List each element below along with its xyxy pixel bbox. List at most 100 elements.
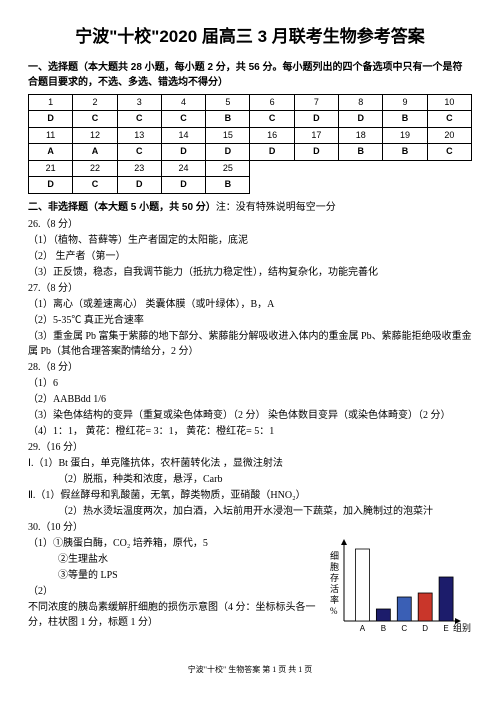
cell: D	[161, 144, 205, 161]
cell: B	[339, 144, 383, 161]
cell: 22	[73, 160, 117, 177]
cell: D	[29, 111, 73, 128]
cell: 15	[206, 127, 250, 144]
cell: C	[117, 144, 161, 161]
cell: 17	[294, 127, 338, 144]
section2-heading: 二、非选择题（本大题 5 小题，共 50 分）注：没有特殊说明每空一分	[28, 200, 472, 215]
cell: 5	[206, 94, 250, 111]
table-row: AACDDDDBBC	[29, 144, 472, 161]
cell	[383, 160, 427, 177]
q28-3: （3）染色体结构的变异（重复或染色体畸变）（2 分） 染色体数目变异（或染色体畸…	[28, 408, 472, 423]
cell: B	[206, 111, 250, 128]
cell: 16	[250, 127, 294, 144]
cell	[383, 177, 427, 194]
table-row: 12345678910	[29, 94, 472, 111]
q26-1: （1）（植物、苔藓等）生产者固定的太阳能，底泥	[28, 233, 472, 248]
cell: B	[383, 144, 427, 161]
cell: 12	[73, 127, 117, 144]
svg-text:A: A	[360, 624, 366, 633]
table-row: 11121314151617181920	[29, 127, 472, 144]
cell: 20	[427, 127, 471, 144]
svg-text:D: D	[422, 624, 428, 633]
cell: 13	[117, 127, 161, 144]
svg-text:活: 活	[330, 583, 339, 594]
q27-2: （2）5-35℃ 真正光合速率	[28, 313, 472, 328]
answer-table: 12345678910 DCCCBCDDBC 11121314151617181…	[28, 94, 472, 194]
cell: B	[383, 111, 427, 128]
q28-4: （4）1：1， 黄花：橙红花= 3：1， 黄花：橙红花= 5：1	[28, 424, 472, 439]
cell: 10	[427, 94, 471, 111]
cell: A	[73, 144, 117, 161]
svg-text:存: 存	[330, 572, 339, 583]
svg-text:组别: 组别	[453, 622, 471, 633]
cell: 24	[161, 160, 205, 177]
cell	[250, 160, 294, 177]
cell: D	[206, 144, 250, 161]
cell	[250, 177, 294, 194]
cell: 19	[383, 127, 427, 144]
cell: 8	[339, 94, 383, 111]
table-row: DCDDB	[29, 177, 472, 194]
cell: D	[294, 111, 338, 128]
cell: 18	[339, 127, 383, 144]
table-row: 2122232425	[29, 160, 472, 177]
cell: 4	[161, 94, 205, 111]
cell	[339, 177, 383, 194]
q26-3: （3）正反馈，稳态，自我调节能力（抵抗力稳定性），结构复杂化，功能完善化	[28, 265, 472, 280]
q26-2: （2） 生产者（第一）	[28, 249, 472, 264]
q27-3: （3）重金属 Pb 富集于紫藤的地下部分、紫藤能分解吸收进入体内的重金属 Pb、…	[28, 329, 472, 359]
svg-text:C: C	[401, 624, 407, 633]
q28-2: （2）AABBdd 1/6	[28, 392, 472, 407]
cell: C	[73, 177, 117, 194]
cell: 11	[29, 127, 73, 144]
q28-head: 28.（8 分）	[28, 360, 472, 375]
cell: C	[250, 111, 294, 128]
cell	[427, 177, 471, 194]
cell	[339, 160, 383, 177]
svg-text:细: 细	[330, 550, 339, 561]
cell: 9	[383, 94, 427, 111]
cell: 1	[29, 94, 73, 111]
q27-head: 27.（8 分）	[28, 281, 472, 296]
q29-ii-2: （2）热水烫坛温度两次，加白酒，入坛前用开水浸泡一下蔬菜，加入腌制过的泡菜汁	[58, 504, 472, 519]
page-title: 宁波"十校"2020 届高三 3 月联考生物参考答案	[28, 24, 472, 50]
cell: D	[117, 177, 161, 194]
q30-head: 30.（10 分）	[28, 520, 472, 535]
cell: C	[73, 111, 117, 128]
cell: D	[250, 144, 294, 161]
cell: A	[29, 144, 73, 161]
cell: 21	[29, 160, 73, 177]
cell: 6	[250, 94, 294, 111]
cell: D	[294, 144, 338, 161]
cell: 7	[294, 94, 338, 111]
table-row: DCCCBCDDBC	[29, 111, 472, 128]
cell: D	[29, 177, 73, 194]
q29-i-2: （2）脱瓶，种类和浓度，悬浮，Carb	[58, 472, 472, 487]
cell: D	[339, 111, 383, 128]
cell: 23	[117, 160, 161, 177]
page-footer: 宁波"十校" 生物答案 第 1 页 共 1 页	[28, 664, 472, 676]
cell	[427, 160, 471, 177]
cell: 3	[117, 94, 161, 111]
cell	[294, 177, 338, 194]
cell: C	[427, 111, 471, 128]
svg-text:率: 率	[330, 594, 339, 605]
q29-i-1: Ⅰ.（1）Bt 蛋白，单克隆抗体，农杆菌转化法 ，显微注射法	[28, 456, 472, 471]
cell: 14	[161, 127, 205, 144]
q26-head: 26.（8 分）	[28, 217, 472, 232]
cell: D	[161, 177, 205, 194]
cell: C	[427, 144, 471, 161]
cell: B	[206, 177, 250, 194]
q28-1: （1）6	[28, 376, 472, 391]
svg-text:%: %	[330, 606, 338, 616]
q29-head: 29.（16 分）	[28, 440, 472, 455]
svg-text:B: B	[381, 624, 386, 633]
q29-ii-1: Ⅱ.（1）假丝酵母和乳酸菌，无氧，醇类物质，亚硝酸（HNO₂）	[28, 488, 472, 503]
section1-heading: 一、选择题（本大题共 28 小题，每小题 2 分，共 56 分。每小题列出的四个…	[28, 60, 472, 90]
cell: 25	[206, 160, 250, 177]
svg-text:E: E	[443, 624, 448, 633]
cell: 2	[73, 94, 117, 111]
cell: C	[161, 111, 205, 128]
cell: C	[117, 111, 161, 128]
q27-1: （1）离心（或差速离心） 类囊体膜（或叶绿体），B，A	[28, 297, 472, 312]
